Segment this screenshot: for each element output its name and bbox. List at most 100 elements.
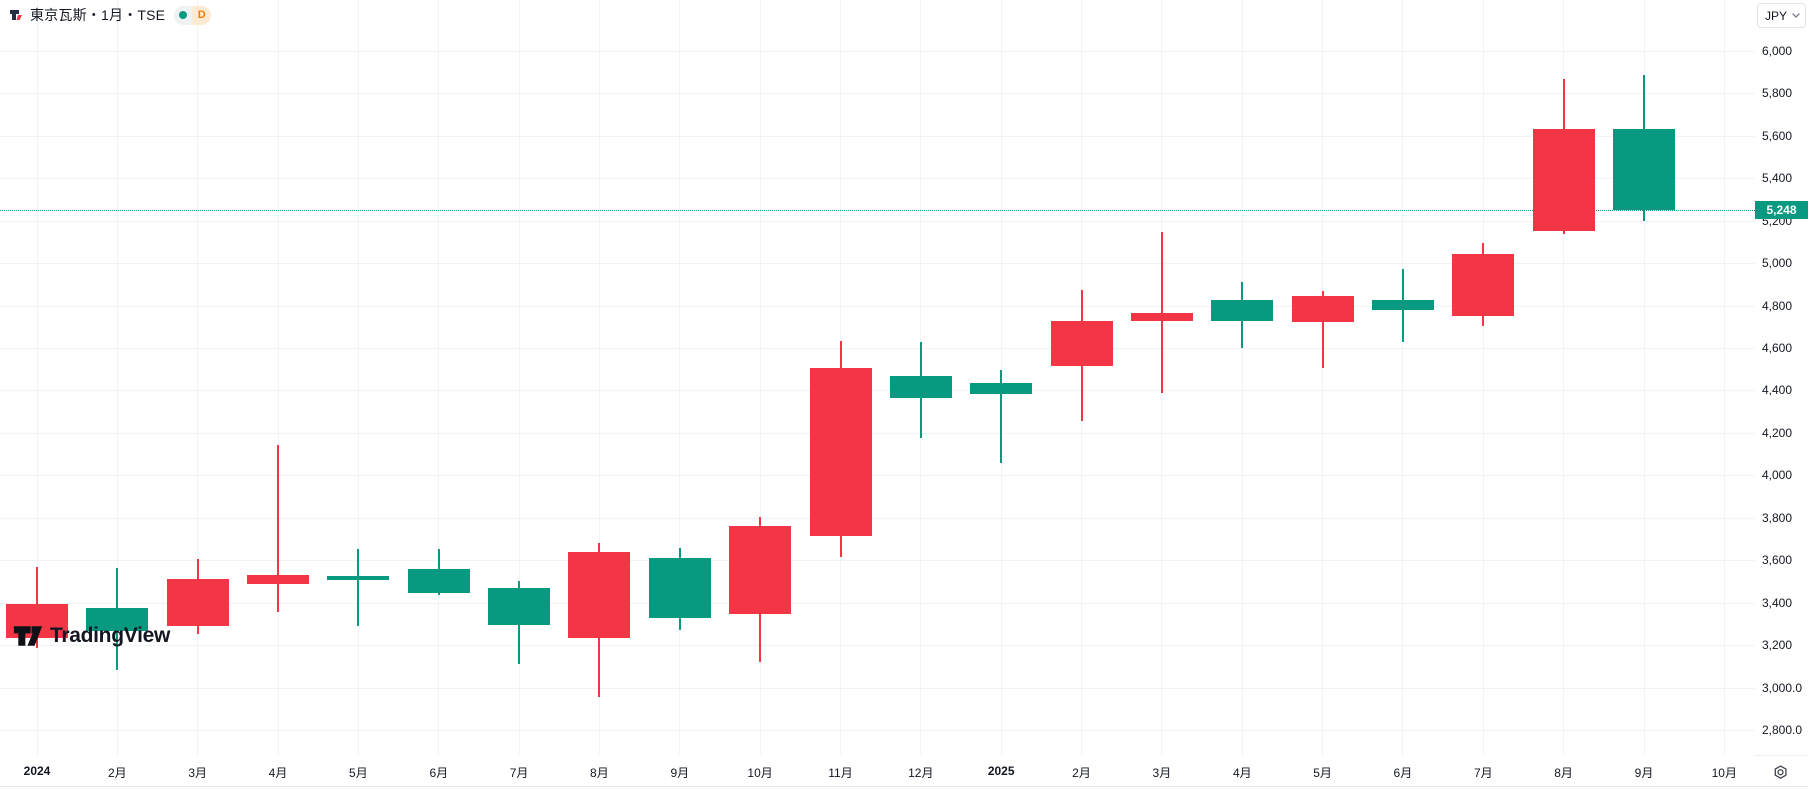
gridline-horizontal xyxy=(0,517,1755,519)
candle-body xyxy=(729,526,792,615)
candle-body xyxy=(1613,129,1675,211)
gridline-horizontal xyxy=(0,730,1755,732)
time-axis-label: 4月 xyxy=(1232,766,1252,780)
gridline-vertical xyxy=(197,0,199,755)
price-axis-label: 5,800 xyxy=(1762,86,1793,101)
candle-body xyxy=(1371,300,1434,310)
time-axis-label: 8月 xyxy=(1554,766,1573,780)
price-axis-label: 3,600 xyxy=(1762,553,1793,568)
candle-body xyxy=(648,558,711,618)
price-axis-label: 5,000 xyxy=(1762,256,1793,270)
time-axis-label: 2月 xyxy=(1072,766,1091,780)
price-axis[interactable]: JPY 6,000 5,800 5,600 5,400 5,200 5,000 4,800 4… xyxy=(1755,0,1808,789)
price-axis-label: 2,800.0 xyxy=(1762,723,1803,738)
time-axis[interactable]: 2024 2月 3月 4月 5月 6月 7月 8月 9月 10月 11月 12月 2025 2月 3月 4月 5… xyxy=(0,755,1755,789)
gridline-vertical xyxy=(438,0,440,755)
last-price-label: 5,248 xyxy=(1755,201,1808,220)
settings-gear-icon[interactable] xyxy=(1768,760,1792,784)
last-price-line xyxy=(0,210,1755,212)
gridline-vertical xyxy=(1643,0,1645,755)
candle-body xyxy=(247,575,309,584)
candle-body xyxy=(809,368,872,536)
price-axis-label: 3,400 xyxy=(1762,595,1793,610)
gridline-vertical xyxy=(1723,0,1725,755)
candle-body xyxy=(889,375,952,398)
price-axis-label: 3,800 xyxy=(1762,510,1793,525)
gridline-horizontal xyxy=(0,263,1755,264)
symbol-logo-icon[interactable] xyxy=(9,8,23,22)
time-axis-label: 12月 xyxy=(908,766,934,780)
chart-plot-area[interactable] xyxy=(0,0,1755,755)
time-axis-label: 2月 xyxy=(107,766,127,780)
gridline-horizontal xyxy=(0,305,1755,307)
time-axis-label: 5月 xyxy=(349,766,368,780)
candle-body xyxy=(1291,296,1354,322)
candle-body xyxy=(488,587,551,626)
candle-body xyxy=(327,576,390,580)
delayed-data-badge[interactable]: D xyxy=(192,5,212,25)
gridline-horizontal xyxy=(0,390,1755,392)
gridline-horizontal xyxy=(0,50,1755,52)
candle-body xyxy=(1130,312,1193,322)
time-axis-label: 6月 xyxy=(429,766,449,780)
time-axis-label: 9月 xyxy=(670,766,690,780)
gridline-vertical xyxy=(679,0,681,755)
data-status-badges: D xyxy=(174,5,212,25)
candle-body xyxy=(568,551,631,638)
currency-selector[interactable]: JPY xyxy=(1757,3,1806,28)
time-axis-label: 6月 xyxy=(1393,766,1413,780)
time-axis-label: 8月 xyxy=(590,766,609,780)
gridline-horizontal xyxy=(0,135,1755,137)
gridline-vertical xyxy=(1482,0,1484,755)
gridline-vertical xyxy=(518,0,520,755)
time-axis-label: 5月 xyxy=(1313,766,1332,780)
candle-body xyxy=(166,579,229,627)
candle-body xyxy=(1050,321,1113,366)
time-axis-label: 3月 xyxy=(1152,766,1172,780)
time-axis-label: 3月 xyxy=(188,766,208,780)
gridline-horizontal xyxy=(0,432,1755,434)
tradingview-watermark[interactable]: TradingView xyxy=(13,623,170,649)
gridline-horizontal xyxy=(0,645,1755,647)
gridline-horizontal xyxy=(0,687,1755,689)
symbol-legend[interactable]: 東京瓦斯・1月・TSE D xyxy=(9,5,212,25)
gridline-vertical xyxy=(759,0,761,755)
symbol-title[interactable]: 東京瓦斯・1月・TSE xyxy=(30,7,166,23)
time-axis-label: 2025 xyxy=(987,764,1015,778)
price-axis-label: 4,600 xyxy=(1762,341,1793,355)
gridline-vertical xyxy=(1241,0,1243,755)
gridline-vertical xyxy=(357,0,359,755)
gridline-vertical xyxy=(598,0,600,755)
gridline-horizontal xyxy=(0,475,1755,477)
candle-body xyxy=(970,383,1033,394)
candle-body xyxy=(86,608,149,632)
gridline-vertical xyxy=(1322,0,1324,755)
gridline-vertical xyxy=(1563,0,1565,755)
price-axis-label: 5,600 xyxy=(1762,128,1793,143)
time-axis-label: 9月 xyxy=(1634,766,1654,780)
time-axis-label: 2024 xyxy=(23,764,51,778)
price-axis-label: 5,400 xyxy=(1762,171,1793,186)
currency-label: JPY xyxy=(1765,8,1788,23)
price-axis-label: 3,000.0 xyxy=(1762,680,1803,695)
price-axis-label: 4,200 xyxy=(1762,425,1793,440)
candle-wick xyxy=(357,548,360,627)
candle-body xyxy=(1532,129,1595,232)
gridline-horizontal xyxy=(0,560,1755,562)
price-axis-label: 6,000 xyxy=(1762,43,1793,58)
candle-wick xyxy=(1000,370,1003,463)
market-status-dot-icon[interactable] xyxy=(174,5,193,25)
chevron-down-icon xyxy=(1792,13,1800,18)
gridline-vertical xyxy=(277,0,279,755)
candle-wick xyxy=(277,444,279,613)
page-bottom-divider xyxy=(0,786,1808,787)
gridline-horizontal xyxy=(0,93,1755,95)
gridline-horizontal xyxy=(0,178,1755,180)
time-axis-label: 7月 xyxy=(509,766,529,780)
price-axis-label: 4,400 xyxy=(1762,383,1793,398)
time-axis-label: 7月 xyxy=(1473,766,1493,780)
gridline-vertical xyxy=(1402,0,1404,755)
time-axis-label: 10月 xyxy=(1711,766,1737,780)
candle-wick xyxy=(1321,290,1324,369)
